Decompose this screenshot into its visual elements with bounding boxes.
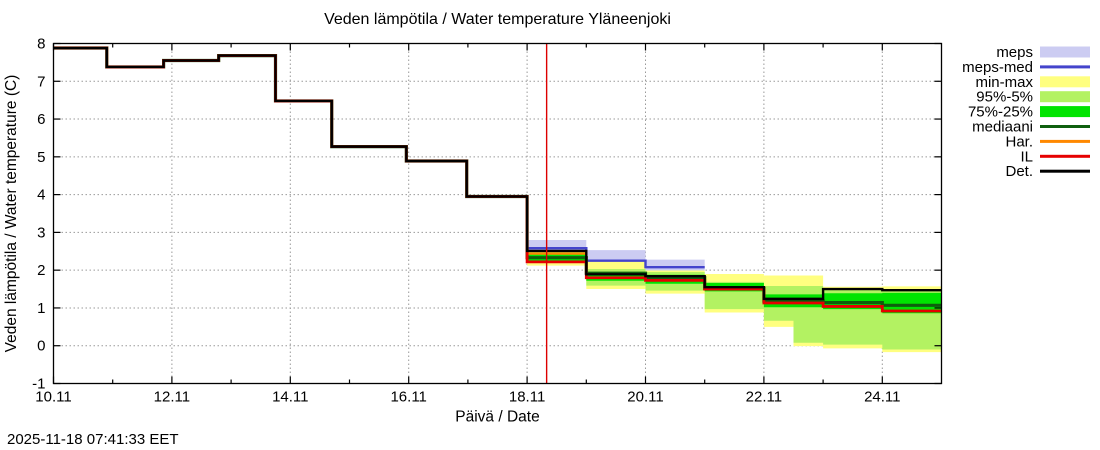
band-75%-25% [527, 254, 942, 314]
svg-text:meps-med: meps-med [962, 59, 1033, 76]
legend-swatch-line [1040, 169, 1090, 173]
legend-item-Det.: Det. [1005, 163, 1090, 180]
legend-swatch-line [1040, 139, 1090, 143]
svg-text:mediaani: mediaani [972, 119, 1033, 136]
line-meps-med [527, 247, 705, 269]
svg-text:8: 8 [37, 36, 45, 53]
legend-item-IL: IL [1020, 148, 1090, 165]
svg-text:Det.: Det. [1005, 163, 1033, 180]
legend-swatch-band [1040, 91, 1090, 103]
legend-swatch-band [1040, 46, 1090, 58]
timestamp: 2025-11-18 07:41:33 EET [7, 431, 179, 448]
svg-text:6: 6 [37, 111, 45, 128]
legend-swatch-line [1040, 154, 1090, 158]
svg-text:7: 7 [37, 73, 45, 90]
svg-text:95%-5%: 95%-5% [976, 89, 1033, 106]
legend-item-75%-25%: 75%-25% [968, 104, 1090, 121]
svg-text:IL: IL [1020, 148, 1033, 165]
svg-text:-1: -1 [32, 376, 45, 393]
legend-item-meps: meps [996, 44, 1090, 61]
svg-text:16.11: 16.11 [390, 389, 426, 406]
legend-swatch-band [1040, 106, 1090, 118]
legend-item-min-max: min-max [975, 74, 1090, 91]
y-axis-label: Veden lämpötila / Water temperature (C) [3, 75, 20, 353]
svg-text:Har.: Har. [1005, 133, 1033, 150]
svg-text:10.11: 10.11 [35, 389, 71, 406]
svg-text:22.11: 22.11 [746, 389, 782, 406]
legend-item-95%-5%: 95%-5% [976, 89, 1090, 106]
legend-item-mediaani: mediaani [972, 119, 1090, 136]
x-tick-labels: 10.11 12.11 14.11 16.11 18.11 20.11 22.11 24.11 [35, 389, 900, 406]
svg-text:1: 1 [37, 300, 45, 317]
svg-text:2: 2 [37, 262, 45, 279]
legend: mepsmeps-medmin-max95%-5%75%-25%mediaani… [962, 44, 1090, 180]
svg-text:meps: meps [996, 44, 1033, 61]
svg-text:18.11: 18.11 [509, 389, 545, 406]
chart-grid [53, 43, 942, 384]
svg-text:3: 3 [37, 224, 45, 241]
line-Det. [53, 46, 942, 301]
legend-swatch-line [1040, 125, 1090, 128]
svg-text:20.11: 20.11 [627, 389, 663, 406]
svg-text:min-max: min-max [975, 74, 1033, 91]
legend-item-meps-med: meps-med [962, 59, 1090, 76]
svg-text:24.11: 24.11 [864, 389, 900, 406]
x-axis-label: Päivä / Date [455, 409, 539, 426]
svg-text:12.11: 12.11 [154, 389, 190, 406]
svg-text:4: 4 [37, 187, 45, 204]
plot-border [52, 42, 943, 385]
y-tick-labels: -1 0 1 2 3 4 5 6 7 8 [32, 36, 45, 393]
svg-text:0: 0 [37, 338, 45, 355]
legend-swatch-line [1040, 65, 1090, 69]
svg-text:5: 5 [37, 149, 45, 166]
legend-item-Har.: Har. [1005, 133, 1090, 150]
axis-ticks [52, 42, 942, 385]
svg-text:75%-25%: 75%-25% [968, 104, 1033, 121]
chart-title: Veden lämpötila / Water temperature Ylän… [324, 11, 671, 28]
svg-text:14.11: 14.11 [272, 389, 308, 406]
legend-swatch-band [1040, 76, 1090, 88]
